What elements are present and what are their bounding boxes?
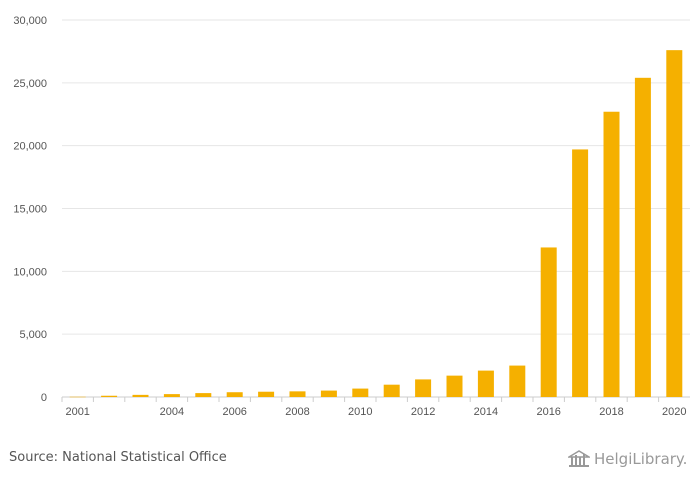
bar-2004[interactable] xyxy=(163,394,180,397)
x-tick-label: 2008 xyxy=(285,406,309,418)
y-tick-label: 20,000 xyxy=(13,141,47,153)
bar-2016[interactable] xyxy=(540,247,557,397)
x-tick-label: 2010 xyxy=(348,406,372,418)
bar-2013[interactable] xyxy=(446,375,463,397)
x-tick-label: 2016 xyxy=(536,406,560,418)
x-tick-label: 2012 xyxy=(411,406,435,418)
y-tick-label: 5,000 xyxy=(19,329,47,341)
brand-name: HelgiLibrary. xyxy=(594,450,688,468)
bar-2008[interactable] xyxy=(289,391,306,397)
x-tick-label: 2018 xyxy=(599,406,623,418)
bar-chart: 0 5,000 10,000 15,000 20,000 25,000 30,000 200… xyxy=(13,15,690,418)
x-tick-label: 2004 xyxy=(160,406,184,418)
y-tick-label: 15,000 xyxy=(13,204,47,216)
library-building-icon xyxy=(566,450,592,468)
x-tick-label: 2014 xyxy=(474,406,498,418)
y-tick-label: 30,000 xyxy=(13,15,47,27)
bar-2006[interactable] xyxy=(226,392,243,397)
bar-2012[interactable] xyxy=(415,379,432,397)
bar-2005[interactable] xyxy=(195,393,212,397)
bar-2002[interactable] xyxy=(101,395,118,397)
bar-2009[interactable] xyxy=(320,390,337,397)
y-tick-label: 0 xyxy=(41,392,47,404)
y-tick-label: 10,000 xyxy=(13,266,47,278)
x-tick-label: 2020 xyxy=(662,406,686,418)
bar-2010[interactable] xyxy=(352,388,369,397)
bar-2007[interactable] xyxy=(258,391,275,397)
x-tick-label: 2001 xyxy=(65,406,89,418)
brand-logo[interactable]: HelgiLibrary. xyxy=(566,448,688,470)
bar-2020[interactable] xyxy=(666,50,683,397)
y-axis-ticks: 0 5,000 10,000 15,000 20,000 25,000 30,000 xyxy=(13,15,47,404)
bar-2019[interactable] xyxy=(634,77,651,397)
x-tick-label: 2006 xyxy=(222,406,246,418)
bar-2018[interactable] xyxy=(603,111,620,397)
y-tick-label: 25,000 xyxy=(13,78,47,90)
bar-2014[interactable] xyxy=(477,370,494,397)
bars xyxy=(69,50,683,398)
grid-lines xyxy=(62,19,690,398)
source-note: Source: National Statistical Office xyxy=(9,450,227,465)
bar-2015[interactable] xyxy=(509,365,526,397)
bar-2003[interactable] xyxy=(132,394,149,397)
bar-2001[interactable] xyxy=(69,396,86,398)
bar-2017[interactable] xyxy=(572,149,589,397)
x-axis-ticks: 2001 2004 2006 2008 2010 2012 2014 2016 2018 2020 xyxy=(61,397,687,418)
bar-2011[interactable] xyxy=(383,384,400,397)
